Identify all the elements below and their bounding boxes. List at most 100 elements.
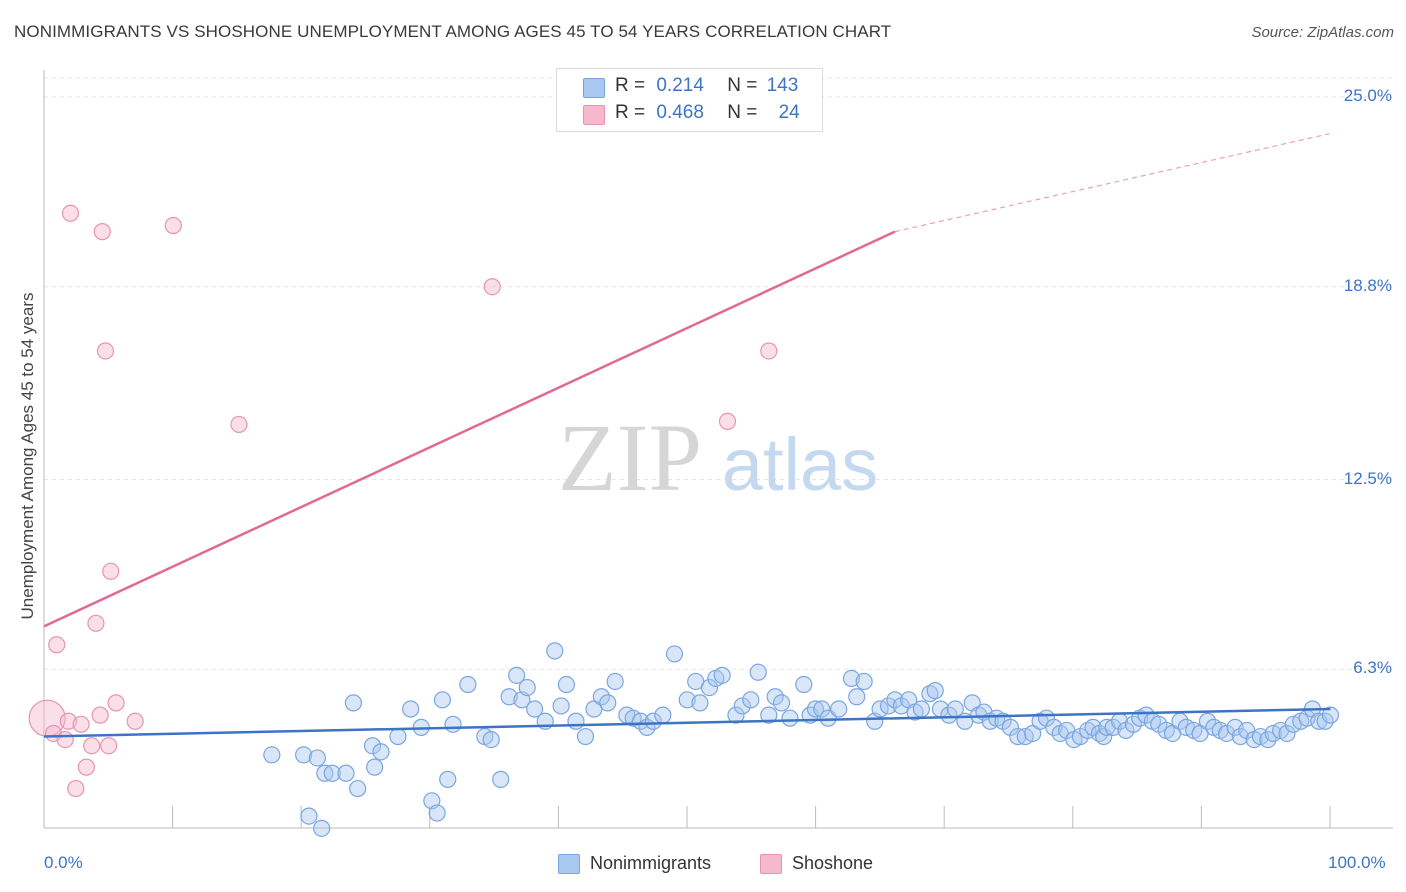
shoshone-point [91,706,109,724]
nonimmigrants-point [1124,715,1142,733]
nonimmigrants-point [781,709,799,727]
stats-row-nonimmigrants: R = 0.214 N = 143 [615,75,798,99]
shoshone-point [56,730,74,749]
nonimmigrants-point [733,697,751,715]
nonimmigrants-point [439,770,457,788]
nonimmigrants-point [366,758,384,776]
nonimmigrants-point [665,645,684,663]
nonimmigrants-point [727,706,745,724]
nonimmigrants-point [263,746,281,764]
r-value: 0.468 [656,102,704,123]
nonimmigrants-point [1217,724,1236,743]
nonimmigrants-point [742,691,760,709]
nonimmigrants-point [713,666,731,684]
nonimmigrants-point [402,700,420,718]
nonimmigrants-point [1198,712,1217,730]
nonimmigrants-point [592,688,610,706]
nonimmigrants-points [263,642,1340,837]
shoshone-point [72,715,90,733]
r-label: R = [615,75,646,96]
shoshone-point [96,342,115,360]
nonimmigrants-point [552,697,570,715]
y-axis-label: Unemployment Among Ages 45 to 54 years [18,292,37,620]
nonimmigrants-point [576,727,595,746]
shoshone-point [77,758,95,776]
nonimmigrants-point [1045,718,1063,736]
shoshone-point [48,636,66,654]
nonimmigrants-point [855,672,873,691]
nonimmigrants-point [337,764,355,782]
nonimmigrants-point [526,700,544,718]
nonimmigrants-point [428,804,446,822]
legend-swatch-pink [760,854,782,874]
nonimmigrants-point [926,682,944,700]
grid-lines [44,77,1393,670]
nonimmigrants-point [492,770,510,788]
nonimmigrants-point [372,743,390,761]
nonimmigrants-point [644,712,662,730]
shoshone-point [126,712,144,730]
stats-swatch-blue [583,78,605,98]
nonimmigrants-point [518,678,536,697]
shoshone-point [67,779,85,798]
n-value: 143 [766,75,799,96]
nonimmigrants-point [482,730,500,749]
n-value: 24 [778,102,800,123]
nonimmigrants-point [940,706,958,724]
watermark-zip: ZIP [558,404,702,511]
y-tick-label: 25.0% [1343,86,1392,105]
y-tick-label: 6.3% [1353,658,1392,678]
shoshone-point [59,712,77,730]
source-label: Source: ZipAtlas.com [1251,24,1394,41]
shoshone-point [164,216,182,235]
stats-swatch-pink [583,105,605,125]
nonimmigrants-point [886,691,904,709]
nonimmigrants-point [308,749,326,767]
nonimmigrants-point [500,688,518,706]
nonimmigrants-point [444,715,462,733]
shoshone-point [483,278,501,296]
shoshone-point [230,415,248,434]
nonimmigrants-point [700,678,719,697]
shoshone-point [83,737,101,755]
nonimmigrants-point [1104,718,1122,736]
axes [43,70,1393,829]
r-label: R = [615,102,646,123]
nonimmigrants-point [300,807,318,825]
shoshone-point [87,614,105,632]
nonimmigrants-point [1321,706,1340,724]
x-tick-label-0: 0.0% [44,853,83,872]
nonimmigrants-point [546,642,564,660]
nonimmigrants-point [344,694,363,712]
nonimmigrants-point [631,712,650,730]
nonimmigrants-point [772,694,791,712]
nonimmigrants-point [678,691,696,709]
nonimmigrants-point [1231,727,1249,746]
nonimmigrants-point [912,700,931,718]
nonimmigrants-point [749,663,767,681]
legend-label: Nonimmigrants [590,853,712,873]
nonimmigrants-point [879,697,898,715]
nonimmigrants-point [1137,706,1155,724]
nonimmigrants-point [323,764,341,782]
shoshone-point [718,412,737,430]
nonimmigrants-point [654,706,672,724]
n-label: N = [727,75,758,96]
nonimmigrants-point [848,688,866,706]
shoshone-point [760,342,778,360]
y-tick-label: 12.5% [1343,468,1392,488]
nonimmigrants-point [1278,724,1296,743]
stats-row-shoshone: R = 0.468 N = 24 [615,102,800,126]
nonimmigrants-trend-line [43,707,1331,738]
r-value: 0.214 [656,75,704,96]
chart-title: NONIMMIGRANTS VS SHOSHONE UNEMPLOYMENT A… [14,22,892,41]
nonimmigrants-point [813,700,831,718]
shoshone-point [107,694,125,712]
legend-swatch-blue [558,854,580,874]
shoshone-point [102,562,120,580]
shoshone-points [28,204,778,798]
trend-lines [43,133,1331,738]
watermark: ZIP atlas [558,404,878,511]
nonimmigrants-point [606,672,624,691]
